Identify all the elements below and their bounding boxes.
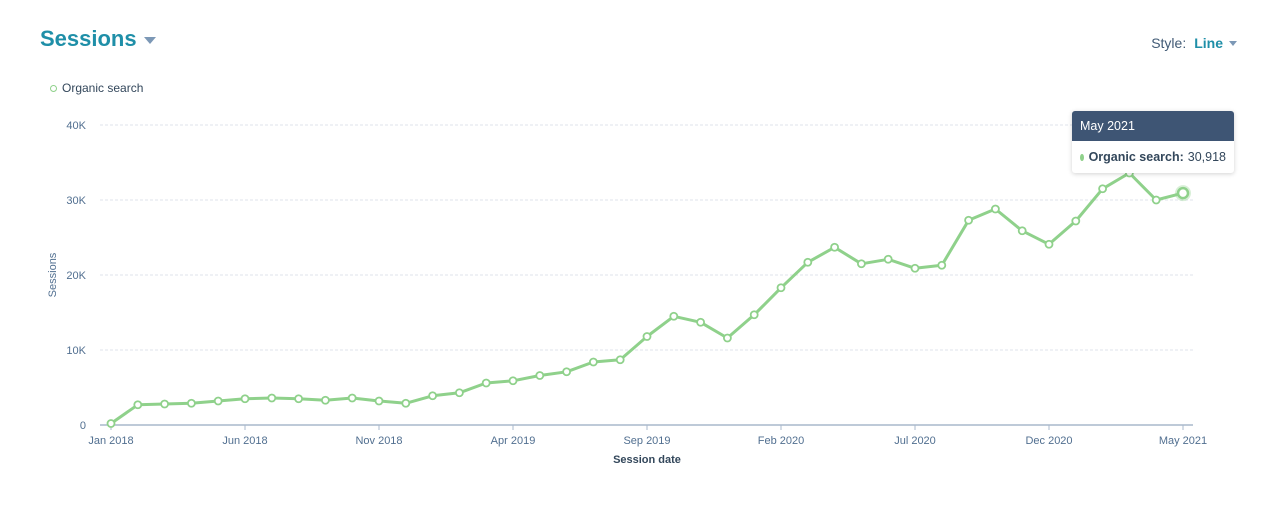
data-point[interactable]: [642, 332, 652, 341]
data-point[interactable]: [696, 317, 705, 327]
x-tick-label: Jul 2020: [894, 435, 936, 447]
data-point[interactable]: [910, 263, 920, 273]
data-point[interactable]: [294, 394, 304, 404]
x-axis-title: Session date: [613, 454, 681, 466]
data-point[interactable]: [991, 204, 1000, 214]
data-point[interactable]: [374, 396, 384, 406]
data-point[interactable]: [562, 367, 571, 377]
data-point[interactable]: [1017, 226, 1027, 236]
data-point[interactable]: [937, 260, 947, 270]
chevron-down-icon[interactable]: [1229, 40, 1237, 46]
style-dropdown[interactable]: Line: [1194, 35, 1223, 51]
data-point[interactable]: [186, 398, 196, 408]
y-tick-label: 0: [80, 420, 86, 432]
tooltip-series-name: Organic search:: [1088, 150, 1184, 164]
tooltip-value: 30,918: [1187, 150, 1226, 164]
data-point[interactable]: [723, 333, 732, 343]
x-tick-label: Nov 2018: [355, 435, 402, 447]
legend-item-organic-search[interactable]: Organic search: [50, 81, 143, 95]
data-point[interactable]: [454, 388, 464, 398]
x-tick-label: Dec 2020: [1025, 435, 1072, 447]
x-tick-label: Jun 2018: [222, 435, 267, 447]
data-point[interactable]: [830, 242, 839, 252]
style-selector: Style: Line: [1151, 35, 1237, 51]
data-point[interactable]: [160, 399, 170, 409]
data-point[interactable]: [964, 215, 973, 225]
x-tick-label: Jan 2018: [88, 435, 133, 447]
y-tick-label: 10K: [66, 345, 86, 357]
data-point[interactable]: [320, 395, 330, 405]
data-point[interactable]: [240, 394, 250, 404]
data-point[interactable]: [428, 391, 438, 401]
data-point[interactable]: [347, 393, 357, 403]
metric-title: Sessions: [40, 26, 137, 51]
data-point[interactable]: [267, 393, 277, 403]
data-point[interactable]: [401, 398, 411, 408]
legend-marker-icon: [50, 84, 57, 92]
data-point[interactable]: [883, 254, 893, 264]
data-point[interactable]: [776, 283, 786, 293]
data-point[interactable]: [669, 311, 679, 321]
series-line-organic-search: [110, 171, 1184, 425]
data-point[interactable]: [213, 396, 223, 406]
x-tick-label: Apr 2019: [491, 435, 536, 447]
x-tick-label: Feb 2020: [758, 435, 804, 447]
data-point[interactable]: [1151, 195, 1161, 205]
data-point[interactable]: [133, 400, 143, 410]
style-label: Style:: [1151, 35, 1187, 51]
data-point[interactable]: [615, 355, 625, 365]
data-point[interactable]: [803, 257, 813, 267]
x-tick-label: Sep 2019: [623, 435, 670, 447]
data-point[interactable]: [1044, 239, 1054, 249]
data-point[interactable]: [589, 357, 598, 367]
data-point[interactable]: [535, 371, 545, 380]
y-axis-title: Sessions: [47, 252, 59, 297]
data-point[interactable]: [481, 378, 491, 388]
y-tick-label: 40K: [66, 120, 86, 132]
chevron-down-icon: [143, 36, 156, 44]
y-tick-label: 30K: [66, 195, 86, 207]
data-point[interactable]: [749, 310, 759, 320]
data-point[interactable]: [857, 259, 866, 269]
data-point[interactable]: [1176, 186, 1190, 200]
data-point[interactable]: [1071, 216, 1081, 226]
legend-label: Organic search: [62, 81, 144, 95]
data-point[interactable]: [106, 419, 116, 428]
chart-tooltip: May 2021 Organic search: 30,918: [1072, 111, 1234, 173]
y-tick-label: 20K: [66, 270, 86, 282]
series-dot-icon: [1080, 153, 1084, 161]
tooltip-title: May 2021: [1072, 111, 1234, 141]
tooltip-body: Organic search: 30,918: [1072, 141, 1234, 173]
x-tick-label: May 2021: [1159, 435, 1207, 447]
data-point[interactable]: [1098, 184, 1107, 194]
data-point[interactable]: [508, 376, 518, 386]
metric-dropdown[interactable]: Sessions: [40, 26, 156, 52]
